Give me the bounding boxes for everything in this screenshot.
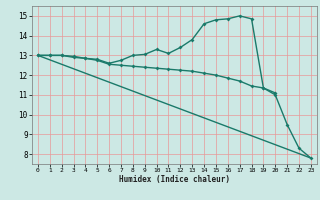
X-axis label: Humidex (Indice chaleur): Humidex (Indice chaleur)	[119, 175, 230, 184]
